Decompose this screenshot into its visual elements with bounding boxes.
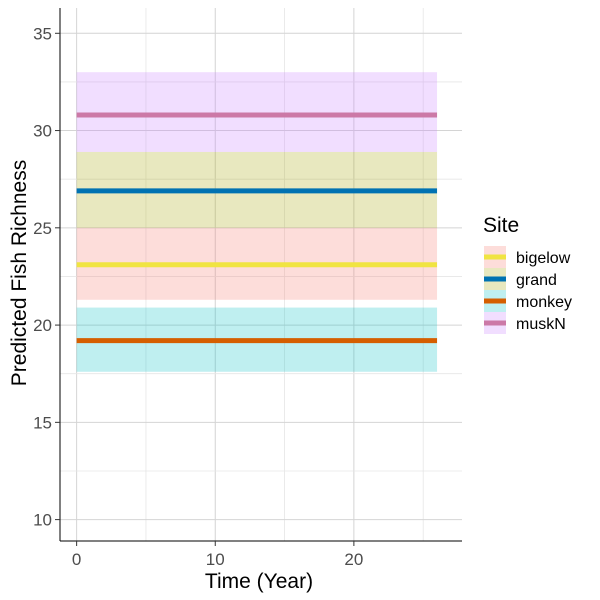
x-tick-label: 20 [344, 550, 363, 569]
series-lines [76, 112, 438, 344]
legend-label-monkey: monkey [516, 294, 572, 311]
x-tick-labels: 0 10 20 [72, 541, 363, 569]
legend-label-bigelow: bigelow [516, 250, 571, 267]
y-tick-label: 25 [33, 219, 52, 238]
axes [59, 8, 462, 542]
legend-label-muskN: muskN [516, 316, 566, 333]
y-axis-title: Predicted Fish Richness [8, 160, 31, 386]
y-tick-label: 30 [33, 122, 52, 141]
x-tick-label: 10 [206, 550, 225, 569]
y-tick-label: 35 [33, 24, 52, 43]
y-tick-labels: 10 15 20 25 30 35 [33, 24, 60, 530]
y-tick-label: 20 [33, 316, 52, 335]
legend-label-grand: grand [516, 272, 557, 289]
x-tick-label: 0 [72, 550, 81, 569]
legend-key-bigelow [484, 246, 506, 268]
x-axis-title: Time (Year) [205, 570, 313, 593]
legend: Site bigelow grand monkey muskN [483, 214, 572, 334]
legend-key-monkey [484, 290, 506, 312]
legend-key-muskN [484, 312, 506, 334]
grid-lines [60, 8, 462, 541]
y-tick-label: 15 [33, 413, 52, 432]
y-tick-label: 10 [33, 511, 52, 530]
legend-title: Site [483, 214, 519, 237]
legend-key-grand [484, 268, 506, 290]
band-muskN [76, 72, 438, 152]
